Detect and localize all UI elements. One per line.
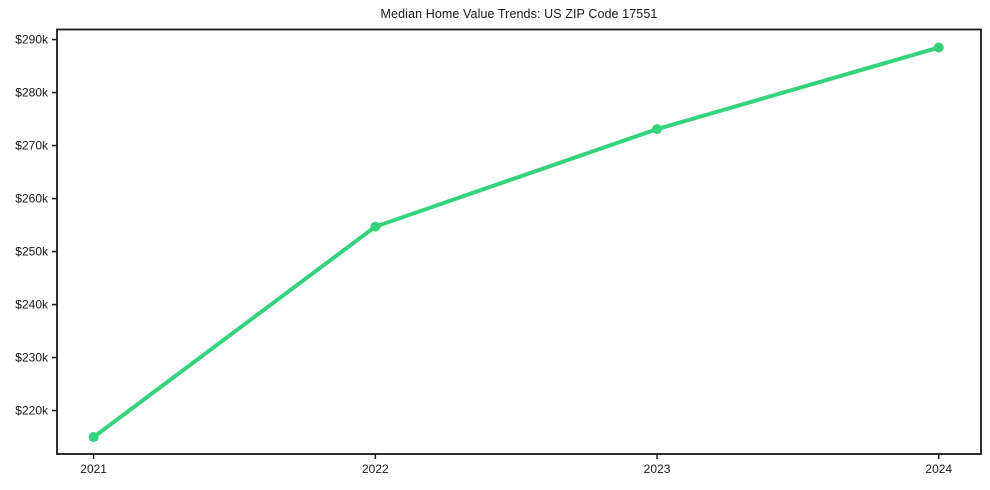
data-point-marker [88, 432, 99, 443]
y-tick-label: $220k [15, 404, 49, 418]
y-tick-label: $290k [15, 33, 49, 47]
data-point-marker [370, 221, 381, 232]
y-tick-label: $280k [15, 86, 49, 100]
trend-line [91, 45, 941, 440]
data-point-marker [933, 42, 944, 53]
chart-title: Median Home Value Trends: US ZIP Code 17… [380, 7, 658, 21]
x-tick-label: 2022 [362, 462, 389, 476]
y-tick-label: $240k [15, 298, 49, 312]
x-tick-label: 2021 [80, 462, 107, 476]
y-tick-label: $250k [15, 245, 49, 259]
y-tick-label: $260k [15, 192, 49, 206]
x-tick-label: 2023 [644, 462, 671, 476]
data-point-marker [652, 124, 663, 135]
x-tick-label: 2024 [925, 462, 952, 476]
plot-border [56, 28, 982, 455]
y-tick-label: $270k [15, 139, 49, 153]
y-tick-label: $230k [15, 351, 49, 365]
